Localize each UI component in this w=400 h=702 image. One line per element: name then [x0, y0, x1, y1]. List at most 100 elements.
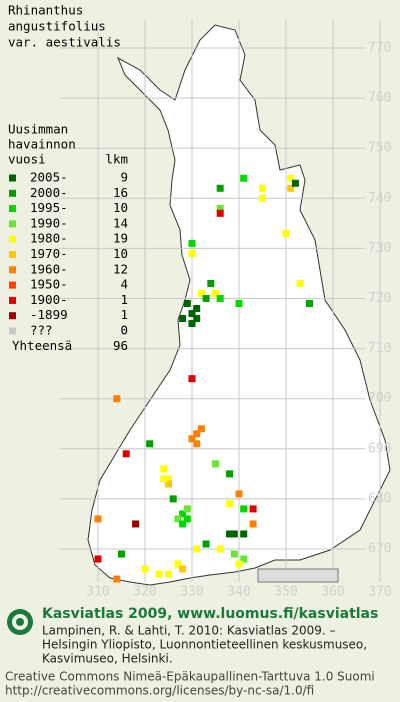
observation-square [282, 229, 290, 237]
species-title: angustifolius [8, 19, 106, 34]
observation-square [207, 279, 215, 287]
observation-square [188, 375, 196, 383]
legend-count: 10 [113, 200, 128, 215]
observation-square [235, 560, 243, 568]
footer-citation: Lampinen, R. & Lahti, T. 2010: Kasviatla… [42, 624, 336, 638]
legend-label: 1950- [30, 277, 68, 292]
observation-square [259, 194, 266, 202]
footer-license: Creative Commons Nimeä-Epäkaupallinen-Ta… [5, 670, 375, 684]
legend-swatch [9, 205, 16, 213]
observation-square [287, 174, 295, 182]
legend-swatch [9, 251, 16, 258]
species-title: var. aestivalis [8, 35, 121, 50]
observation-square [165, 570, 172, 578]
northing-label: 750 [368, 141, 391, 156]
observation-square [197, 425, 205, 433]
legend-count: 9 [120, 170, 128, 185]
legend-label: 2000- [30, 185, 68, 200]
legend-swatch [9, 174, 16, 182]
northing-label: 770 [368, 41, 391, 56]
easting-label: 350 [274, 585, 297, 600]
logo [7, 609, 33, 635]
observation-square [235, 300, 243, 308]
legend-label: 1990- [30, 215, 68, 230]
easting-label: 360 [321, 585, 344, 600]
observation-square [174, 560, 182, 568]
observation-square [193, 545, 201, 553]
legend-swatch [9, 281, 16, 289]
observation-square [259, 184, 266, 192]
observation-square [230, 530, 238, 538]
footer-citation: Kasvimuseo, Helsinki. [42, 652, 173, 666]
observation-square [235, 490, 243, 498]
legend-total-label: Yhteensä [12, 338, 72, 353]
observation-square [94, 515, 102, 523]
legend-label: 2005- [30, 170, 68, 185]
legend-label: ??? [30, 323, 53, 338]
northing-label: 740 [368, 191, 391, 206]
footer-license: http://creativecommons.org/licenses/by-n… [5, 684, 314, 698]
easting-label: 320 [133, 585, 156, 600]
observation-square [193, 315, 201, 323]
northing-label: 690 [368, 441, 391, 456]
northing-label: 670 [368, 542, 391, 557]
observation-square [249, 505, 257, 513]
footer-citation: Helsingin Yliopisto, Luonnontieteellinen… [42, 638, 367, 652]
observation-square [202, 540, 210, 548]
species-title: Rhinanthus [8, 3, 83, 18]
legend-count: 0 [120, 323, 128, 338]
northing-label: 730 [368, 241, 391, 256]
observation-square [193, 440, 201, 448]
legend-label: 1980- [30, 231, 68, 246]
observation-square [287, 184, 295, 192]
texts: 770 760 750 740 730 720 710 700 690 680 670 310 320 3… [5, 3, 392, 698]
observation-square [216, 204, 224, 212]
observation-square [94, 555, 102, 563]
observation-square [306, 300, 313, 308]
observation-square [179, 315, 187, 323]
observation-square [230, 550, 238, 558]
legend-heading: Uusimman [8, 122, 68, 137]
observation-square [212, 289, 219, 297]
observation-square [197, 289, 205, 297]
observation-square [226, 470, 234, 478]
observation-square [240, 555, 248, 563]
observation-square [183, 515, 191, 523]
observation-square [122, 450, 130, 458]
footer-site: Kasviatlas 2009, www.luomus.fi/kasviatla… [42, 606, 378, 622]
observation-square [212, 460, 219, 468]
observation-square [216, 209, 224, 217]
northing-label: 710 [368, 341, 391, 356]
badge-box [257, 568, 339, 583]
observation-square [240, 174, 248, 182]
observation-square [226, 500, 234, 508]
legend-label: -1899 [30, 307, 68, 322]
legend-count: 16 [113, 185, 128, 200]
observation-square [240, 530, 248, 538]
observation-square [188, 310, 196, 318]
observation-square [165, 480, 172, 488]
observation-square [113, 395, 121, 403]
legend-total: 96 [113, 338, 128, 353]
observation-square [179, 510, 187, 518]
northing-label: 700 [368, 391, 391, 406]
observation-square [296, 279, 304, 287]
observation-square [216, 545, 224, 553]
observation-square [249, 520, 257, 528]
logo-core [16, 618, 24, 626]
observation-square [160, 475, 168, 483]
observation-square [188, 239, 196, 247]
legend-count: 19 [113, 231, 128, 246]
observations [94, 174, 313, 583]
northing-label: 760 [368, 91, 391, 106]
observation-square [193, 430, 201, 438]
observation-square [141, 565, 149, 573]
legend-label: 1970- [30, 246, 68, 261]
legend-swatch [9, 235, 16, 243]
cc-badge [257, 568, 339, 583]
northing-label: 720 [368, 291, 391, 306]
observation-square [226, 530, 234, 538]
legend-count: 12 [113, 261, 128, 276]
legend-count: 14 [113, 215, 128, 230]
